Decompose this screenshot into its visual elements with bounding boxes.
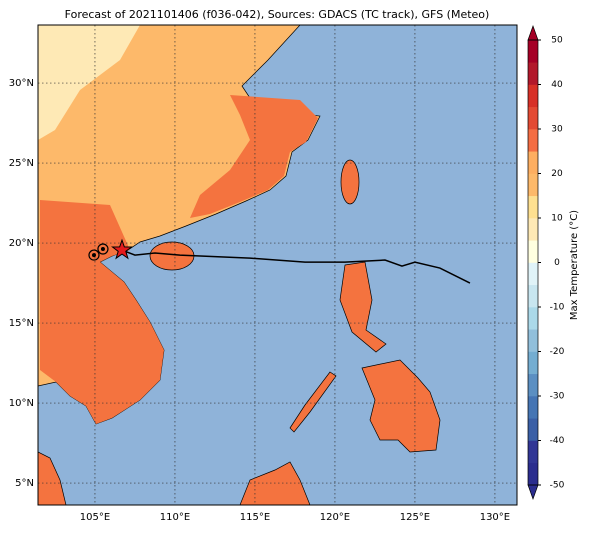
colorbar-bin [528, 40, 538, 63]
colorbar-bin [528, 84, 538, 108]
colorbar-bin [528, 151, 538, 174]
colorbar-tick-label: -50 [550, 481, 565, 491]
colorbar-tick-label: -20 [550, 347, 565, 357]
colorbar-bin [528, 396, 538, 419]
colorbar-tick-label: -10 [550, 303, 565, 313]
colorbar-tick-label: 0 [554, 258, 560, 268]
past-position-dot [100, 247, 105, 251]
colorbar-bin [528, 329, 538, 352]
past-position [97, 243, 109, 255]
land-cool [38, 25, 140, 140]
palawan [289, 371, 337, 433]
x-tick-label: 125°E [400, 512, 430, 523]
y-tick-label: 15°N [9, 318, 34, 329]
x-tick-label: 115°E [240, 512, 270, 523]
colorbar-bin [528, 195, 538, 219]
visayas-mindanao [361, 359, 441, 453]
colorbar-bin [528, 284, 538, 308]
colorbar-extend-min [527, 484, 539, 501]
colorbar-tick-label: -30 [550, 392, 565, 402]
colorbar-bin [528, 173, 538, 197]
land-warm [190, 95, 318, 218]
colorbar-bin [528, 106, 538, 130]
colorbar-bin [528, 129, 538, 152]
colorbar-extend-max [527, 24, 539, 41]
colorbar-bin [528, 373, 538, 397]
track-line [121, 249, 471, 284]
colorbar-bin [528, 440, 538, 464]
colorbar-bin [528, 218, 538, 241]
x-tick-label: 130°E [480, 512, 510, 523]
past-position-dot [91, 253, 96, 258]
luzon [339, 261, 387, 353]
colorbar-bin [528, 307, 538, 330]
y-tick-label: 5°N [15, 478, 34, 489]
x-tick-label: 105°E [80, 512, 110, 523]
colorbar-tick-label: -40 [550, 436, 565, 446]
x-tick-label: 110°E [160, 512, 190, 523]
colorbar-label: Max Temperature (°C) [569, 210, 580, 320]
borneo-east [239, 461, 311, 505]
y-tick-label: 25°N [9, 158, 34, 169]
colorbar-bin [528, 262, 538, 286]
land-warm [40, 200, 164, 424]
colorbar-tick-label: 50 [551, 36, 563, 46]
y-tick-label: 20°N [9, 238, 34, 249]
colorbar-tick-label: 30 [551, 125, 563, 135]
past-position [88, 249, 100, 261]
colorbar-tick-label: 20 [551, 169, 563, 179]
colorbar-bin [528, 462, 538, 486]
colorbar-tick-label: 10 [551, 214, 563, 224]
frame [37, 24, 518, 506]
colorbar-bin [528, 62, 538, 85]
y-tick-label: 30°N [9, 78, 34, 89]
colorbar-bin [528, 240, 538, 263]
taiwan [340, 159, 360, 205]
map [38, 25, 517, 505]
current-position [111, 238, 133, 260]
borneo [38, 451, 67, 505]
colorbar-bin [528, 351, 538, 375]
chart-title: Forecast of 2021101406 (f036-042), Sourc… [65, 8, 490, 21]
colorbar-bin [528, 418, 538, 441]
x-tick-label: 120°E [320, 512, 350, 523]
y-tick-label: 10°N [9, 398, 34, 409]
colorbar-tick-label: 40 [551, 80, 563, 90]
